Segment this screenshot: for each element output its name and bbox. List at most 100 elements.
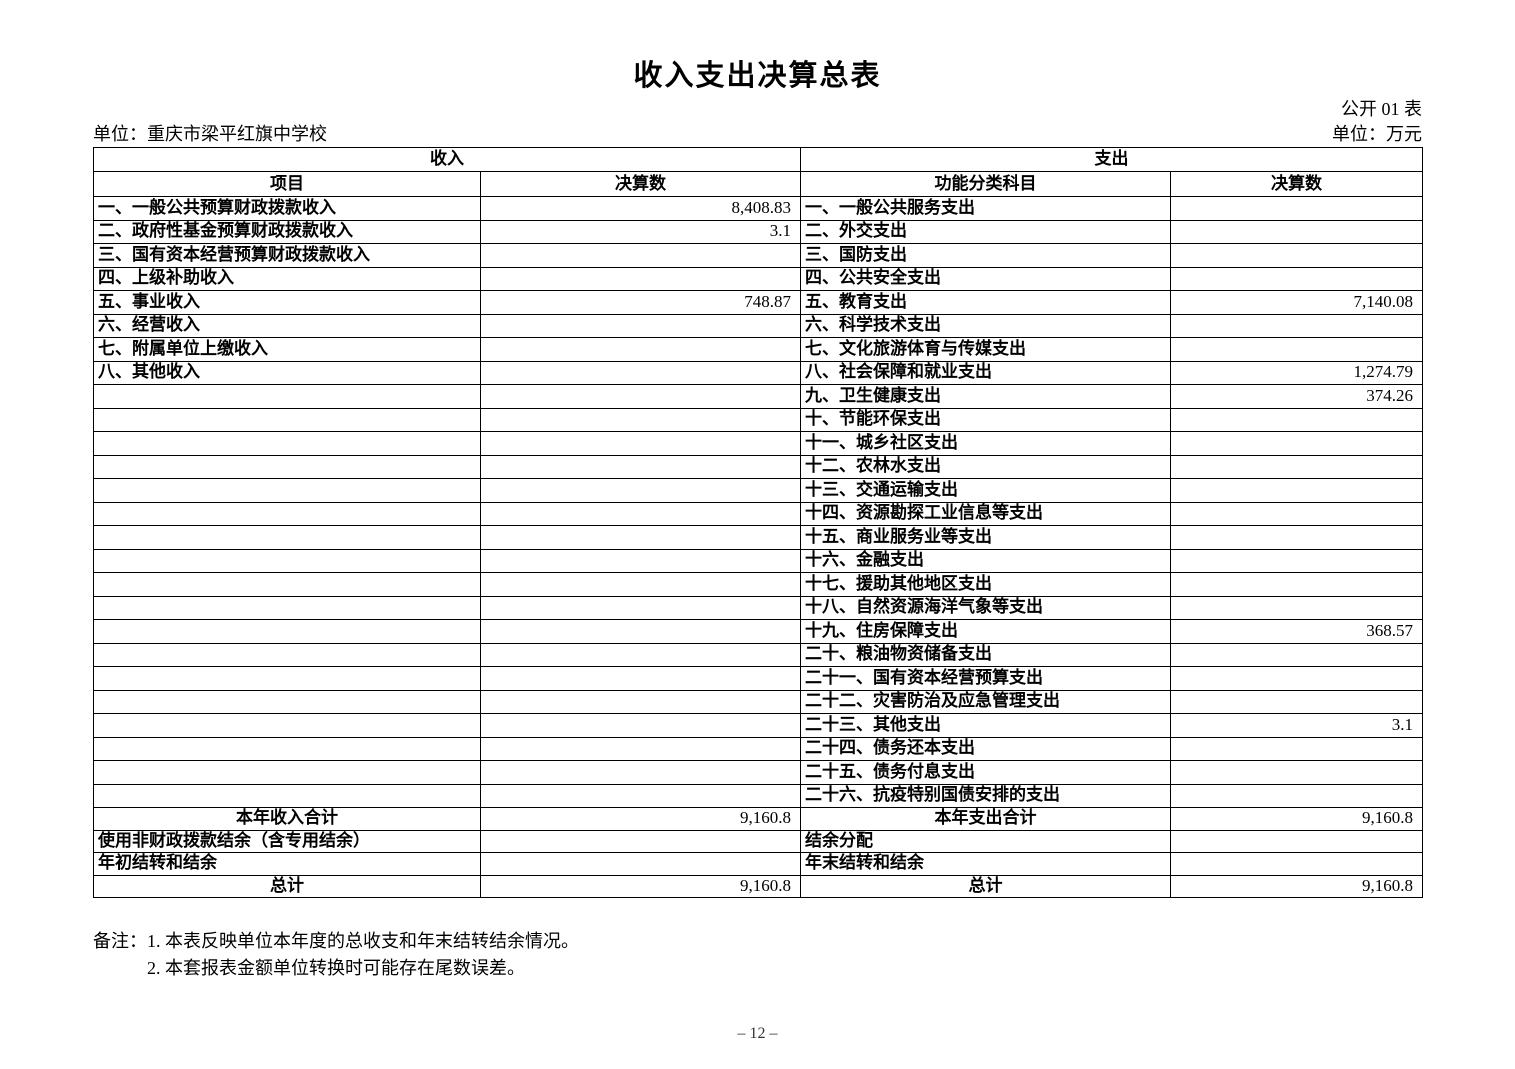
expense-item-cell: 三、国防支出 — [800, 243, 1171, 268]
table-row: 二十六、抗疫特别国债安排的支出 — [93, 783, 1423, 808]
table-row: 二、政府性基金预算财政拨款收入 3.1 二、外交支出 — [93, 219, 1423, 244]
income-item-cell — [93, 572, 481, 597]
expense-value-cell — [1170, 313, 1423, 338]
expense-item-cell: 结余分配 — [800, 829, 1171, 853]
expense-value-cell — [1170, 266, 1423, 291]
income-item-cell — [93, 783, 481, 808]
expense-value-cell: 7,140.08 — [1170, 290, 1423, 315]
notes-label: 备注： — [93, 931, 147, 951]
unit-name-label: 单位：重庆市梁平红旗中学校 — [93, 124, 327, 144]
income-value-cell — [480, 337, 801, 362]
income-item-cell — [93, 431, 481, 456]
income-value-cell — [480, 454, 801, 479]
income-item-cell — [93, 666, 481, 691]
income-value-cell — [480, 689, 801, 714]
expense-value-cell — [1170, 689, 1423, 714]
expense-item-cell: 十三、交通运输支出 — [800, 478, 1171, 503]
income-value-cell: 9,160.8 — [480, 874, 801, 898]
income-item-cell: 二、政府性基金预算财政拨款收入 — [93, 219, 481, 244]
expense-value-cell — [1170, 407, 1423, 432]
expense-item-cell: 二、外交支出 — [800, 219, 1171, 244]
unit-currency-label: 单位：万元 — [1332, 124, 1422, 144]
table-section-header-row: 收入 支出 — [93, 147, 1423, 172]
table-row: 四、上级补助收入 四、公共安全支出 — [93, 266, 1423, 291]
note-line-1: 1. 本表反映单位本年度的总收支和年末结转结余情况。 — [147, 931, 579, 951]
table-row: 十六、金融支出 — [93, 548, 1423, 573]
expense-value-cell: 374.26 — [1170, 384, 1423, 409]
expense-value-cell — [1170, 783, 1423, 808]
table-row: 总计 9,160.8 总计 9,160.8 — [93, 874, 1423, 898]
table-row: 十五、商业服务业等支出 — [93, 525, 1423, 550]
col-header-expense-value: 决算数 — [1170, 171, 1423, 197]
income-item-cell: 本年收入合计 — [93, 807, 481, 831]
expense-item-cell: 十二、农林水支出 — [800, 454, 1171, 479]
income-item-cell: 五、事业收入 — [93, 290, 481, 315]
note-line-2: 2. 本套报表金额单位转换时可能存在尾数误差。 — [147, 958, 525, 978]
income-item-cell — [93, 736, 481, 761]
income-item-cell: 三、国有资本经营预算财政拨款收入 — [93, 243, 481, 268]
expense-value-cell — [1170, 572, 1423, 597]
table-body: 一、一般公共预算财政拨款收入 8,408.83 一、一般公共服务支出 二、政府性基金预… — [93, 196, 1423, 898]
income-item-cell: 八、其他收入 — [93, 360, 481, 385]
expense-item-cell: 总计 — [800, 874, 1171, 898]
col-header-income-item: 项目 — [93, 171, 481, 197]
col-header-income-value: 决算数 — [480, 171, 801, 197]
expense-item-cell: 四、公共安全支出 — [800, 266, 1171, 291]
expense-item-cell: 八、社会保障和就业支出 — [800, 360, 1171, 385]
income-value-cell — [480, 642, 801, 667]
income-item-cell — [93, 407, 481, 432]
income-item-cell — [93, 642, 481, 667]
income-section-header: 收入 — [93, 147, 801, 172]
table-row: 年初结转和结余 年末结转和结余 — [93, 852, 1423, 876]
expense-item-cell: 十五、商业服务业等支出 — [800, 525, 1171, 550]
income-item-cell — [93, 548, 481, 573]
income-value-cell — [480, 829, 801, 853]
table-row: 十四、资源勘探工业信息等支出 — [93, 501, 1423, 526]
income-item-cell — [93, 689, 481, 714]
expense-item-cell: 十四、资源勘探工业信息等支出 — [800, 501, 1171, 526]
expense-value-cell — [1170, 548, 1423, 573]
table-row: 十一、城乡社区支出 — [93, 431, 1423, 456]
expense-value-cell — [1170, 219, 1423, 244]
expense-value-cell — [1170, 736, 1423, 761]
expense-value-cell — [1170, 454, 1423, 479]
income-item-cell — [93, 384, 481, 409]
table-row: 十二、农林水支出 — [93, 454, 1423, 479]
table-row: 十、节能环保支出 — [93, 407, 1423, 432]
income-value-cell: 3.1 — [480, 219, 801, 244]
expense-item-cell: 二十四、债务还本支出 — [800, 736, 1171, 761]
table-row: 七、附属单位上缴收入 七、文化旅游体育与传媒支出 — [93, 337, 1423, 362]
expense-item-cell: 二十、粮油物资储备支出 — [800, 642, 1171, 667]
expense-item-cell: 十九、住房保障支出 — [800, 619, 1171, 644]
income-expenditure-table: 收入 支出 项目 决算数 功能分类科目 决算数 一、一般公共预算财政拨款收入 8,… — [93, 147, 1423, 898]
income-value-cell — [480, 852, 801, 876]
income-value-cell — [480, 266, 801, 291]
unit-info-row: 单位：重庆市梁平红旗中学校 单位：万元 — [93, 120, 1422, 146]
expense-item-cell: 二十三、其他支出 — [800, 713, 1171, 738]
income-item-cell — [93, 478, 481, 503]
income-value-cell: 748.87 — [480, 290, 801, 315]
page-number: – 12 – — [737, 1025, 778, 1042]
expense-value-cell — [1170, 501, 1423, 526]
notes-lines: 1. 本表反映单位本年度的总收支和年末结转结余情况。 2. 本套报表金额单位转换… — [147, 928, 579, 982]
income-value-cell — [480, 760, 801, 785]
income-value-cell — [480, 736, 801, 761]
expense-item-cell: 九、卫生健康支出 — [800, 384, 1171, 409]
table-row: 九、卫生健康支出 374.26 — [93, 384, 1423, 409]
income-value-cell — [480, 666, 801, 691]
expense-section-header: 支出 — [800, 147, 1423, 172]
expense-item-cell: 二十五、债务付息支出 — [800, 760, 1171, 785]
expense-value-cell: 1,274.79 — [1170, 360, 1423, 385]
income-item-cell — [93, 454, 481, 479]
expense-item-cell: 本年支出合计 — [800, 807, 1171, 831]
income-value-cell — [480, 572, 801, 597]
income-value-cell — [480, 595, 801, 620]
table-row: 二十五、债务付息支出 — [93, 760, 1423, 785]
expense-value-cell — [1170, 595, 1423, 620]
expense-value-cell — [1170, 760, 1423, 785]
table-row: 五、事业收入 748.87 五、教育支出 7,140.08 — [93, 290, 1423, 315]
income-value-cell — [480, 525, 801, 550]
table-row: 使用非财政拨款结余（含专用结余） 结余分配 — [93, 829, 1423, 853]
income-value-cell — [480, 713, 801, 738]
